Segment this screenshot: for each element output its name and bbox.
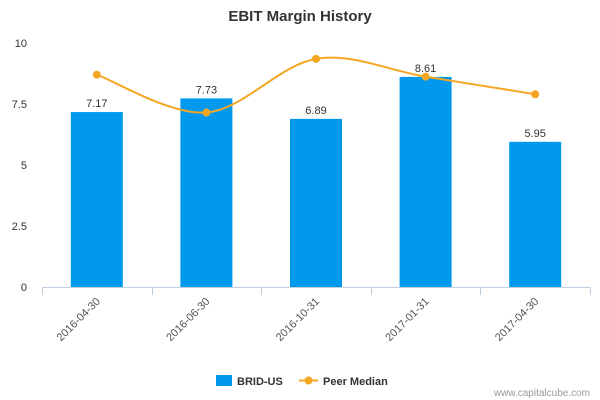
credit-text: www.capitalcube.com [493,388,590,399]
y-tick-label: 10 [15,38,27,50]
legend-label-brid-us[interactable]: BRID-US [237,376,283,388]
data-label: 8.61 [415,63,436,75]
data-labels: 7.17 7.73 6.89 8.61 5.95 [86,63,546,140]
bar-series [70,76,562,287]
bar-2016-04-30[interactable] [70,112,123,287]
y-tick-label: 0 [21,282,27,294]
data-label: 7.17 [86,98,107,110]
x-tick-label: 2017-04-30 [493,296,541,344]
x-tick-label: 2016-06-30 [164,296,212,344]
peer-median-point-2016-04-30[interactable] [92,70,101,79]
bar-2017-04-30[interactable] [509,141,562,287]
legend-marker-peer-median[interactable] [304,376,313,385]
x-tick-label: 2016-04-30 [55,296,103,344]
legend[interactable]: BRID-US Peer Median [216,375,388,388]
y-tick-label: 5 [21,160,27,172]
line-series [92,54,540,117]
peer-median-point-2017-01-31[interactable] [421,72,430,81]
y-axis: 0 2.5 5 7.5 10 [12,38,27,294]
data-label: 5.95 [524,128,545,140]
chart-title: EBIT Margin History [228,8,372,25]
y-tick-label: 7.5 [12,99,27,111]
bar-2016-06-30[interactable] [180,98,233,287]
legend-swatch-brid-us[interactable] [216,375,232,386]
data-label: 6.89 [305,105,326,117]
bar-2016-10-31[interactable] [290,118,342,287]
data-label: 7.73 [196,84,217,96]
x-tick-label: 2017-01-31 [383,296,431,344]
x-tick-label: 2016-10-31 [274,296,322,344]
legend-label-peer-median[interactable]: Peer Median [323,376,388,388]
x-axis: 2016-04-30 2016-06-30 2016-10-31 2017-01-31… [42,287,591,344]
bar-2017-01-31[interactable] [399,76,452,287]
peer-median-point-2017-04-30[interactable] [531,90,540,99]
y-tick-label: 2.5 [12,221,27,233]
peer-median-point-2016-06-30[interactable] [202,108,211,117]
peer-median-point-2016-10-31[interactable] [312,54,320,63]
